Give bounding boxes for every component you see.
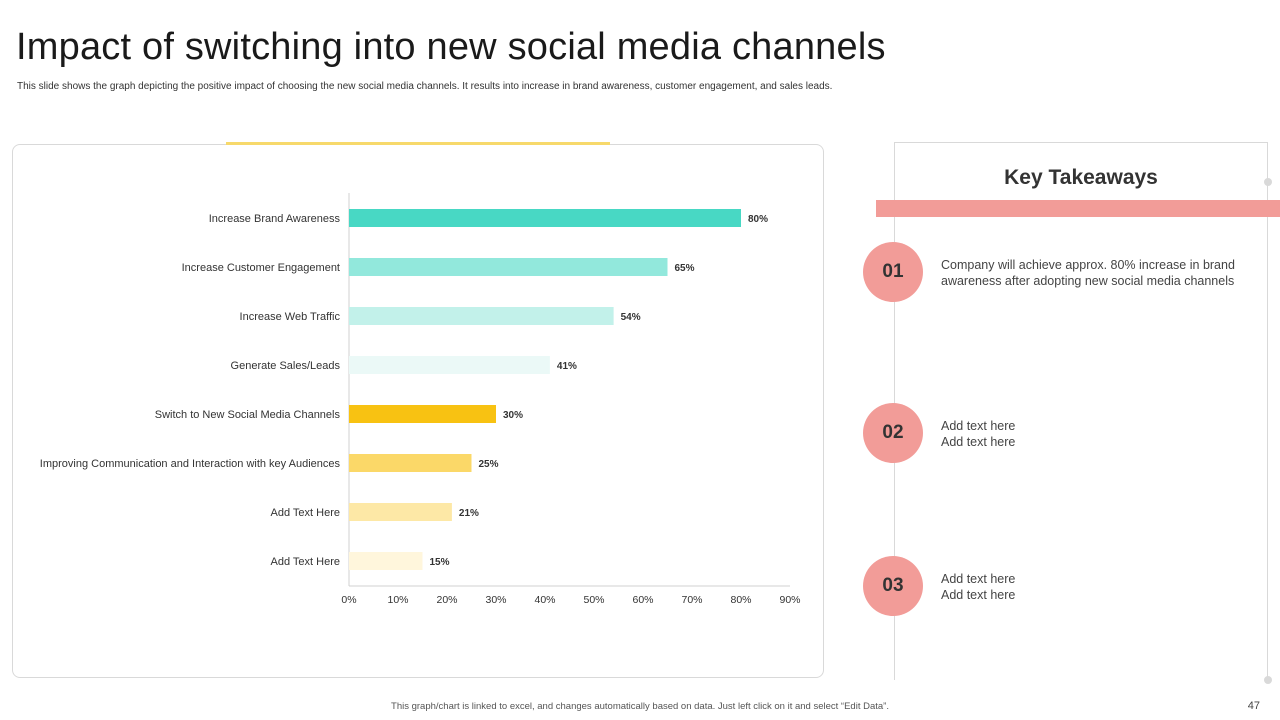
- data-label-3: 54%: [621, 312, 641, 323]
- x-tick-label-40: 40%: [534, 594, 555, 606]
- bar-8[interactable]: [349, 552, 423, 570]
- category-label-1: Increase Brand Awareness: [209, 213, 341, 225]
- takeaway-number-1: 01: [863, 242, 923, 302]
- x-tick-label-30: 30%: [485, 594, 506, 606]
- bar-chart[interactable]: Increase Brand Awareness 80% Increase Cust…: [0, 0, 830, 690]
- takeaway-text-2-line-2: Add text here: [941, 435, 1016, 449]
- bar-2[interactable]: [349, 258, 668, 276]
- bar-6[interactable]: [349, 454, 472, 472]
- takeaway-number-2: 02: [863, 403, 923, 463]
- key-takeaways-title: Key Takeaways: [1004, 166, 1158, 189]
- category-label-4: Generate Sales/Leads: [231, 360, 341, 372]
- category-label-6: Improving Communication and Interaction …: [40, 458, 341, 470]
- footer-note: This graph/chart is linked to excel, and…: [391, 701, 889, 712]
- category-label-8: Add Text Here: [270, 556, 340, 568]
- x-tick-label-50: 50%: [583, 594, 604, 606]
- takeaway-text-2-line-1: Add text here: [941, 419, 1016, 433]
- data-label-8: 15%: [430, 557, 450, 568]
- x-tick-label-20: 20%: [436, 594, 457, 606]
- category-label-7: Add Text Here: [270, 507, 340, 519]
- takeaway-text-3-line-1: Add text here: [941, 572, 1016, 586]
- page-title: Impact of switching into new social medi…: [16, 26, 886, 68]
- data-label-6: 25%: [479, 459, 499, 470]
- page-subtitle: This slide shows the graph depicting the…: [17, 81, 833, 92]
- data-label-4: 41%: [557, 361, 577, 372]
- data-label-7: 21%: [459, 508, 479, 519]
- x-tick-label-70: 70%: [681, 594, 702, 606]
- x-tick-label-0: 0%: [341, 594, 356, 606]
- x-tick-label-60: 60%: [632, 594, 653, 606]
- panel-corner-dot: [1264, 676, 1272, 684]
- panel-corner-dot: [1264, 178, 1272, 186]
- bar-5[interactable]: [349, 405, 496, 423]
- bar-4[interactable]: [349, 356, 550, 374]
- category-label-5: Switch to New Social Media Channels: [155, 409, 341, 421]
- takeaway-number-3: 03: [863, 556, 923, 616]
- takeaway-text-3: Add text here Add text here: [941, 571, 1261, 603]
- takeaway-text-2: Add text here Add text here: [941, 418, 1261, 450]
- data-label-5: 30%: [503, 410, 523, 421]
- chart-accent-line: [226, 142, 610, 145]
- data-label-1: 80%: [748, 214, 768, 225]
- x-tick-label-80: 80%: [730, 594, 751, 606]
- takeaway-text-3-line-2: Add text here: [941, 588, 1016, 602]
- category-label-2: Increase Customer Engagement: [182, 262, 340, 274]
- takeaway-text-1-line-1: Company will achieve approx. 80% increas…: [941, 258, 1235, 272]
- takeaway-text-1: Company will achieve approx. 80% increas…: [941, 257, 1261, 289]
- takeaway-text-1-line-2: awareness after adopting new social medi…: [941, 274, 1235, 288]
- x-tick-label-90: 90%: [779, 594, 800, 606]
- bar-1[interactable]: [349, 209, 741, 227]
- category-label-3: Increase Web Traffic: [240, 311, 341, 323]
- x-tick-label-10: 10%: [387, 594, 408, 606]
- page-number: 47: [1247, 700, 1260, 712]
- bar-7[interactable]: [349, 503, 452, 521]
- bar-3[interactable]: [349, 307, 614, 325]
- key-takeaways-bar: [876, 200, 1280, 217]
- data-label-2: 65%: [675, 263, 695, 274]
